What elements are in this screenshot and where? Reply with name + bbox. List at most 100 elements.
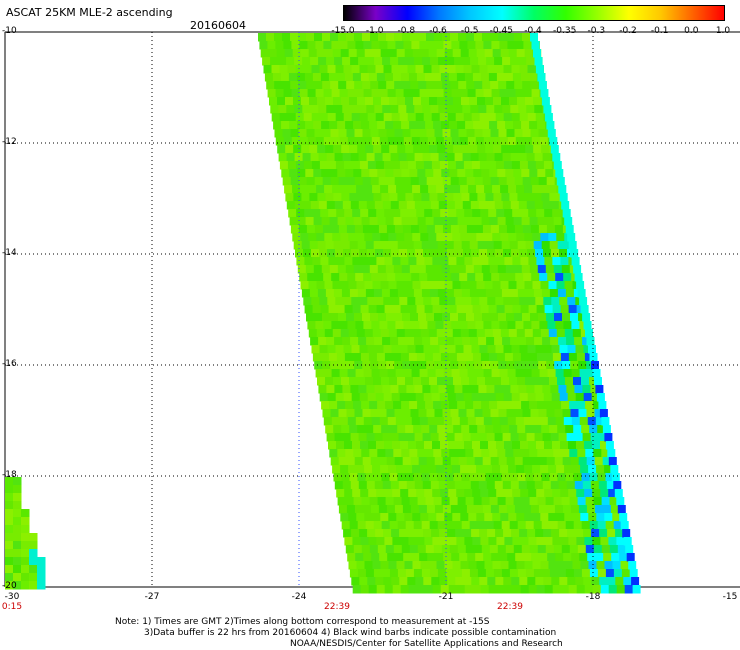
swath-cell [447, 577, 456, 586]
swath-cell [521, 169, 530, 178]
swath-cell [574, 433, 584, 442]
swath-cell [391, 297, 400, 306]
swath-cell [281, 121, 290, 130]
swath-edge-cell [614, 489, 623, 498]
swath-cell [569, 401, 578, 410]
swath-cell [504, 73, 514, 82]
swath-cell [450, 33, 459, 42]
swath-cell [284, 49, 294, 58]
swath-cell [508, 49, 518, 58]
swath-cell [530, 177, 540, 186]
swath-cell [422, 481, 432, 490]
swath-cell [360, 489, 369, 498]
swath-cell [389, 193, 398, 202]
swath-cell [530, 225, 540, 234]
swath-cell [486, 201, 496, 210]
swath-cell [534, 385, 543, 394]
swath-cell [363, 553, 372, 562]
swath-cell [427, 273, 436, 282]
swath-cell [295, 161, 305, 170]
swath-cell [533, 425, 542, 434]
swath-cell [421, 193, 430, 202]
swath-cell [402, 33, 411, 42]
swath-cell [267, 89, 277, 98]
swath-cell [349, 521, 359, 530]
swath-cell [366, 105, 375, 114]
swath-cell [491, 369, 501, 378]
swath-cell [568, 585, 578, 594]
swath-cell [504, 489, 513, 498]
swath-cell [527, 161, 537, 170]
swath-cell [293, 241, 303, 250]
swath-cell [386, 33, 395, 42]
swath-cell [531, 321, 540, 330]
swath-cell [539, 553, 548, 562]
swath-cell [363, 41, 372, 50]
swath-cell [435, 553, 444, 562]
swath-cell [421, 289, 431, 298]
swath-cell [499, 137, 509, 146]
swath-cell [525, 425, 534, 434]
swath-cell [427, 41, 436, 50]
swath-cell [536, 257, 545, 266]
swath-cell [410, 313, 419, 322]
swath-cell [568, 441, 577, 450]
swath-cell [593, 545, 603, 554]
swath-cell [535, 345, 544, 354]
swath-cell [514, 81, 523, 90]
swath-cell [401, 497, 411, 506]
swath-edge-cell [586, 337, 595, 346]
swath-cell [416, 441, 425, 450]
swath-cell [332, 233, 341, 242]
swath-cell [558, 481, 568, 490]
swath-cell [418, 505, 428, 514]
swath-cell [529, 265, 539, 274]
swath-cell [460, 561, 469, 570]
swath-cell [454, 57, 463, 66]
swath-cell [394, 457, 404, 466]
swath-cell [469, 289, 479, 298]
swath-cell [545, 265, 555, 274]
swath-cell [277, 97, 286, 106]
swath-cell [404, 465, 413, 474]
swath-cell [437, 145, 446, 154]
map-date: 20160604 [190, 19, 246, 32]
swath-cell [418, 33, 427, 42]
swath-cell [423, 297, 432, 306]
swath-cell [319, 393, 329, 402]
latitude-label: -14 [2, 248, 17, 258]
swath-cell [438, 337, 447, 346]
swath-cell [500, 281, 509, 290]
swath-cell [437, 193, 446, 202]
swath-cell [330, 409, 339, 418]
swath-cell [544, 585, 554, 594]
swath-cell [460, 49, 470, 58]
longitude-label: -24 [291, 592, 307, 602]
swath-cell [369, 265, 379, 274]
swath-cell [414, 153, 424, 162]
swath-cell [497, 217, 507, 226]
swath-cell [414, 385, 423, 394]
swath-cell [592, 585, 602, 594]
swath-cell [418, 361, 427, 370]
swath-cell [359, 577, 368, 586]
note-line-3: NOAA/NESDIS/Center for Satellite Applica… [290, 639, 563, 649]
swath-cell [561, 401, 570, 410]
swath-cell [283, 137, 293, 146]
time-label-3: 22:39 [497, 602, 523, 612]
swath-cell [258, 33, 267, 42]
swath-cell [359, 297, 368, 306]
swath-cell [590, 481, 600, 490]
swath-edge-cell [582, 313, 591, 322]
swath-cell [459, 321, 468, 330]
swath-cell [601, 545, 611, 554]
swath-cell [274, 33, 283, 42]
swath-cell [409, 121, 418, 130]
swath-cell [373, 289, 383, 298]
swath-cell [453, 97, 462, 106]
swath-cell [460, 233, 469, 242]
swath-cell [352, 489, 361, 498]
swath-cell [407, 65, 416, 74]
swath-cell [475, 369, 485, 378]
swath-cell [569, 545, 579, 554]
